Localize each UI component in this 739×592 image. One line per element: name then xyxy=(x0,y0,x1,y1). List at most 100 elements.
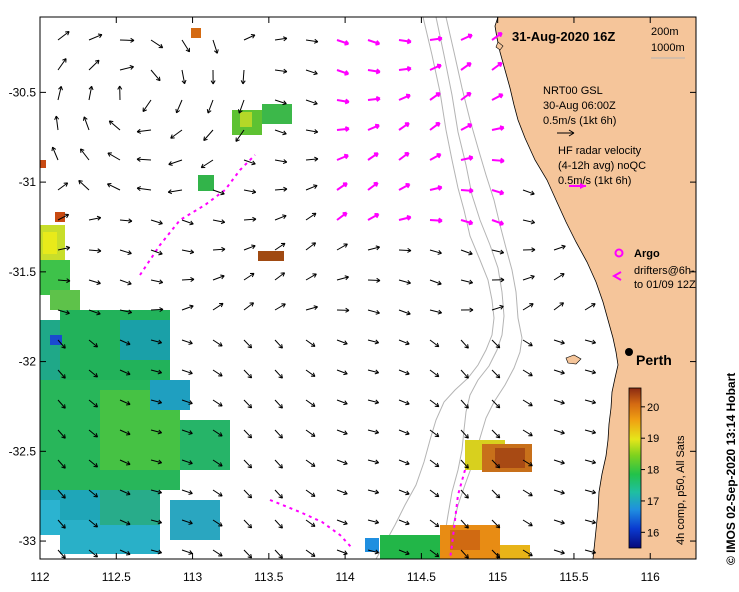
current-vector-head xyxy=(560,400,565,405)
current-vector xyxy=(88,489,98,498)
lon-tick-label: 115.5 xyxy=(559,570,588,584)
current-vector xyxy=(429,219,443,222)
current-vector-head xyxy=(170,134,175,139)
current-vector-head xyxy=(495,343,501,349)
current-vector xyxy=(212,489,223,497)
current-vector xyxy=(553,302,564,311)
current-vector xyxy=(584,303,596,311)
current-vector-head xyxy=(218,372,223,377)
current-vector-head xyxy=(437,185,443,191)
current-vector xyxy=(553,369,565,374)
current-vector xyxy=(181,399,193,405)
current-vector xyxy=(119,66,134,71)
current-vector xyxy=(398,94,411,101)
current-vector xyxy=(119,549,131,555)
current-vector-head xyxy=(591,399,596,405)
current-vector xyxy=(88,399,98,408)
current-vector-head xyxy=(136,186,141,192)
current-vector-head xyxy=(437,35,443,42)
current-vector xyxy=(460,549,469,559)
current-vector xyxy=(398,399,410,405)
current-vector-head xyxy=(343,520,348,526)
current-vector xyxy=(367,549,379,554)
current-vector-head xyxy=(61,434,66,439)
current-vector-head xyxy=(434,462,440,468)
current-vector-head xyxy=(247,343,253,349)
current-vector xyxy=(181,369,193,375)
current-vector-head xyxy=(310,432,316,437)
current-vector xyxy=(367,124,380,131)
current-vector xyxy=(243,245,256,251)
current-vector xyxy=(88,279,101,284)
current-vector xyxy=(119,309,132,314)
current-vector-head xyxy=(344,40,350,46)
current-vector xyxy=(460,156,473,161)
current-vector xyxy=(305,185,318,191)
current-vector xyxy=(243,549,252,559)
radar-legend-line-3: 0.5m/s (1kt 6h) xyxy=(558,175,631,187)
map-axes: 112 112.5 113 113.5 114 114.5 115 115.5 116 -30.5… xyxy=(9,17,696,584)
depth-legend-1000m: 1000m xyxy=(651,42,685,54)
current-vector xyxy=(367,519,379,524)
current-vector-head xyxy=(499,220,505,226)
current-vector xyxy=(429,489,440,498)
current-vector xyxy=(429,153,442,161)
current-vector xyxy=(584,489,596,494)
current-vector-head xyxy=(158,250,163,256)
current-vector-head xyxy=(495,433,501,439)
current-vector xyxy=(429,92,441,101)
current-vector-head xyxy=(374,123,380,130)
current-vector-head xyxy=(591,519,596,525)
current-vector xyxy=(460,219,473,225)
current-vector-head xyxy=(591,429,596,435)
current-vector-head xyxy=(468,279,474,285)
current-vector-head xyxy=(213,49,219,54)
current-vector xyxy=(491,189,504,195)
current-vector-head xyxy=(235,137,240,142)
current-vector xyxy=(150,279,163,283)
current-vector xyxy=(150,249,163,255)
current-vector xyxy=(367,489,379,494)
current-vector-head xyxy=(251,244,256,250)
current-vector-head xyxy=(499,157,505,164)
current-vector xyxy=(142,99,152,112)
current-vector xyxy=(553,273,565,281)
current-vector-head xyxy=(93,373,98,378)
current-vector-head xyxy=(310,522,316,527)
current-vector xyxy=(243,302,254,311)
current-vector xyxy=(150,69,161,82)
current-vector-head xyxy=(168,161,173,166)
current-vector-head xyxy=(373,181,379,187)
current-vector-head xyxy=(528,522,533,527)
current-vector-head xyxy=(437,217,443,224)
current-vector-head xyxy=(468,219,474,226)
current-vector-head xyxy=(221,246,226,252)
current-vector-head xyxy=(93,553,98,558)
current-vector-head xyxy=(278,494,283,499)
current-vector xyxy=(212,399,223,407)
current-vector xyxy=(274,129,287,135)
current-vector xyxy=(367,152,379,161)
current-vector xyxy=(238,99,245,114)
current-vector-head xyxy=(464,494,469,499)
current-vector xyxy=(584,339,596,344)
lon-tick-label: 115 xyxy=(488,570,507,584)
current-vector xyxy=(274,99,287,105)
current-vector xyxy=(200,159,214,169)
current-vector xyxy=(398,122,410,131)
current-vector-head xyxy=(467,123,473,129)
current-vector-head xyxy=(310,342,316,347)
current-vector-head xyxy=(200,163,206,169)
current-vector xyxy=(181,39,190,53)
current-vector xyxy=(336,99,350,103)
current-vector xyxy=(491,62,503,71)
current-vector xyxy=(181,489,193,495)
current-vector xyxy=(57,246,70,251)
current-vector-head xyxy=(437,280,442,286)
current-vector-head xyxy=(468,155,474,161)
current-vector-head xyxy=(282,130,287,136)
current-vector xyxy=(429,549,440,558)
current-vector-head xyxy=(64,213,70,219)
current-vector xyxy=(398,183,410,191)
current-vector-head xyxy=(560,460,565,465)
